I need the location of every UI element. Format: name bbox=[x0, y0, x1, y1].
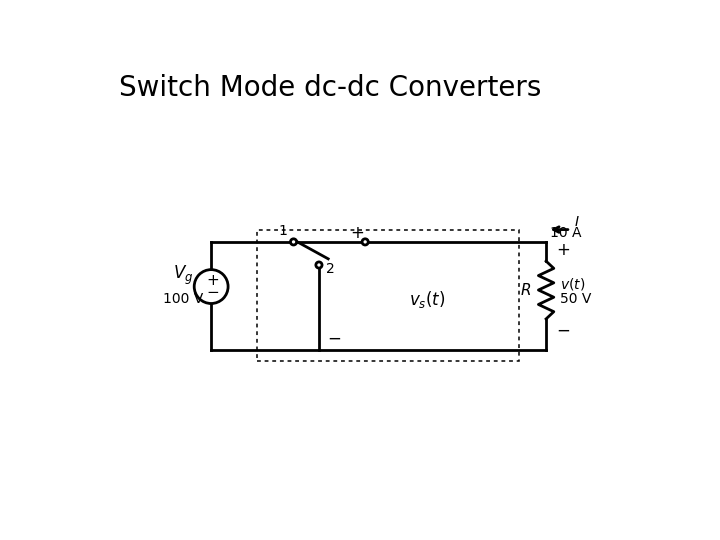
Text: 2: 2 bbox=[326, 262, 335, 276]
Text: 10 A: 10 A bbox=[550, 226, 582, 240]
Text: $v_s(t)$: $v_s(t)$ bbox=[408, 289, 445, 310]
Text: −: − bbox=[556, 321, 570, 340]
Text: 1: 1 bbox=[279, 224, 287, 238]
Circle shape bbox=[362, 239, 368, 245]
Text: 50 V: 50 V bbox=[560, 292, 591, 306]
Text: −: − bbox=[328, 330, 341, 348]
Text: $v(t)$: $v(t)$ bbox=[560, 276, 585, 292]
Circle shape bbox=[316, 262, 322, 268]
Text: +: + bbox=[207, 273, 219, 288]
Text: Switch Mode dc-dc Converters: Switch Mode dc-dc Converters bbox=[120, 74, 541, 102]
Text: +: + bbox=[351, 224, 364, 242]
Text: R: R bbox=[521, 282, 531, 298]
Circle shape bbox=[290, 239, 297, 245]
Text: $V_g$: $V_g$ bbox=[174, 264, 194, 287]
Text: $I$: $I$ bbox=[574, 215, 580, 229]
Text: −: − bbox=[207, 285, 219, 300]
Bar bbox=[257, 231, 519, 361]
Text: 100 V: 100 V bbox=[163, 292, 204, 306]
Text: +: + bbox=[556, 241, 570, 259]
